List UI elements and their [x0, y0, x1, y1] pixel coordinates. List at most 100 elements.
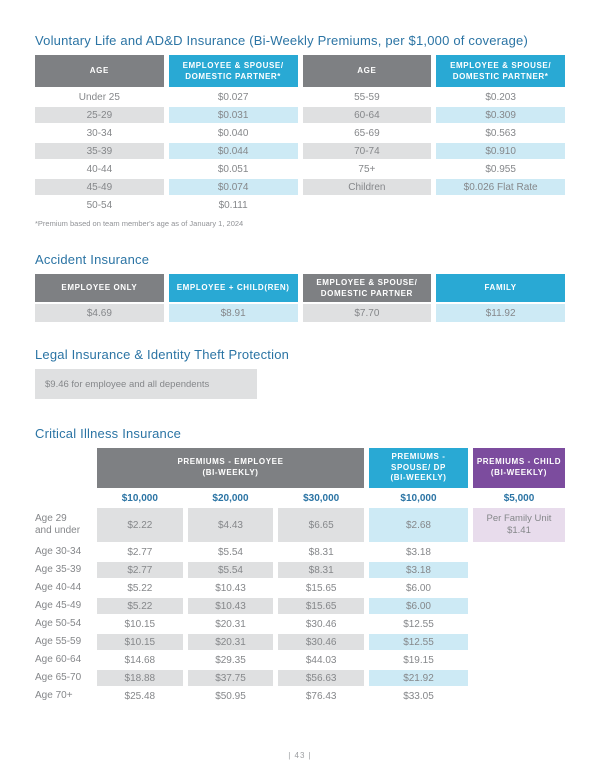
column-header-age-right: AGE [302, 55, 432, 87]
section-title-legal: Legal Insurance & Identity Theft Protect… [35, 347, 290, 362]
table-cell: 30-34 [86, 127, 113, 139]
table-cell: $6.00 [405, 582, 431, 594]
row-label: Age 29 and under [35, 512, 81, 537]
table-cell: $3.18 [368, 562, 468, 578]
table-cell: $10.43 [215, 582, 246, 594]
table-cell: 35-39 [35, 143, 164, 159]
table-cell: $0.074 [168, 179, 298, 195]
table-cell: $0.031 [168, 107, 298, 123]
table-cell: 55-59 [354, 91, 380, 103]
corner-empty-cell [35, 490, 92, 506]
table-cell: 60-64 [302, 107, 432, 123]
table-cell: $0.910 [436, 143, 565, 159]
column-header-employee-spouse-left: EMPLOYEE & SPOUSE/ DOMESTIC PARTNER* [168, 55, 298, 87]
empty-cell [473, 598, 565, 614]
empty-cell [473, 616, 565, 632]
table-cell: $5.54 [217, 546, 243, 558]
accident-insurance-table: EMPLOYEE ONLY EMPLOYEE + CHILD(REN) EMPL… [35, 274, 565, 322]
empty-cell [473, 688, 565, 704]
row-label: Age 45-49 [35, 599, 82, 611]
table-cell: $7.70 [302, 304, 432, 322]
table-cell: $5.22 [127, 582, 153, 594]
table-cell: 70-74 [302, 143, 432, 159]
coverage-amount-header: $5,000 [503, 492, 535, 504]
empty-cell [473, 670, 565, 686]
table-cell: $20.31 [187, 634, 274, 650]
section-title-critical-illness: Critical Illness Insurance [35, 426, 182, 441]
section-title-voluntary-life: Voluntary Life and AD&D Insurance (Bi-We… [35, 33, 528, 48]
group-header-premiums-employee: PREMIUMS - EMPLOYEE (BI-WEEKLY) [97, 448, 364, 488]
table-cell: $0.044 [168, 143, 298, 159]
table-cell: $30.46 [305, 618, 337, 630]
empty-cell [473, 562, 565, 578]
corner-empty-cell [35, 448, 92, 488]
table-cell: $0.026 Flat Rate [436, 179, 565, 195]
column-header-employee-children: EMPLOYEE + CHILD(REN) [168, 274, 298, 302]
table-cell: Children [302, 179, 432, 195]
row-label: Age 55-59 [35, 635, 82, 647]
table-cell-per-family-unit: Per Family Unit $1.41 [472, 508, 565, 542]
table-cell: $0.203 [485, 91, 516, 103]
table-cell: $56.63 [278, 670, 364, 686]
table-cell: $8.31 [308, 546, 334, 558]
column-header-family: FAMILY [436, 274, 565, 302]
column-header-employee-spouse: EMPLOYEE & SPOUSE/ DOMESTIC PARTNER [302, 274, 432, 302]
table-cell: $0.955 [485, 163, 516, 175]
row-label: Age 40-44 [35, 581, 82, 593]
table-cell: 25-29 [35, 107, 164, 123]
table-cell: $8.31 [278, 562, 364, 578]
table-cell: 40-44 [86, 163, 113, 175]
voluntary-life-footnote: *Premium based on team member's age as o… [35, 219, 244, 228]
coverage-amount-header: $10,000 [400, 492, 437, 504]
table-cell: $19.15 [403, 654, 434, 666]
table-cell: 45-49 [35, 179, 164, 195]
table-cell: $15.65 [305, 582, 337, 594]
table-cell: $76.43 [305, 690, 337, 702]
row-label: Age 35-39 [35, 563, 82, 575]
table-cell: $0.040 [217, 127, 249, 139]
column-header-employee-only: EMPLOYEE ONLY [35, 274, 164, 302]
table-cell: $0.563 [485, 127, 516, 139]
table-cell: $21.92 [368, 670, 468, 686]
section-title-accident: Accident Insurance [35, 252, 150, 267]
table-cell: $2.77 [97, 562, 183, 578]
table-cell: $10.43 [187, 598, 274, 614]
table-cell: $50.95 [215, 690, 246, 702]
table-cell: $0.309 [436, 107, 565, 123]
table-cell: $29.35 [215, 654, 246, 666]
table-cell: $6.65 [278, 508, 364, 542]
table-cell: $5.22 [97, 598, 183, 614]
empty-cell [473, 634, 565, 650]
column-header-employee-spouse-right: EMPLOYEE & SPOUSE/ DOMESTIC PARTNER* [436, 55, 565, 87]
table-cell: $4.69 [35, 304, 164, 322]
table-cell: $33.05 [403, 690, 434, 702]
legal-insurance-rate-box: $9.46 for employee and all dependents [35, 369, 257, 399]
table-cell: $2.22 [97, 508, 183, 542]
coverage-amount-header: $30,000 [303, 492, 340, 504]
table-cell: Under 25 [78, 91, 120, 103]
table-cell: $4.43 [187, 508, 274, 542]
table-cell: $12.55 [368, 634, 468, 650]
table-cell: $3.18 [405, 546, 431, 558]
page-content: Voluntary Life and AD&D Insurance (Bi-We… [35, 33, 565, 704]
table-cell: $2.77 [127, 546, 153, 558]
table-cell: $18.88 [97, 670, 183, 686]
table-cell: $0.027 [217, 91, 249, 103]
table-cell: $6.00 [368, 598, 468, 614]
empty-cell [436, 197, 565, 213]
table-cell: $20.31 [215, 618, 246, 630]
table-cell: $10.15 [124, 618, 156, 630]
column-header-age-left: AGE [35, 55, 164, 87]
empty-cell [473, 652, 565, 668]
empty-cell [473, 544, 565, 560]
row-label: Age 60-64 [35, 653, 82, 665]
table-cell: $15.65 [278, 598, 364, 614]
row-label: Age 65-70 [35, 671, 82, 683]
table-cell: 75+ [358, 163, 376, 175]
table-cell: 65-69 [354, 127, 380, 139]
table-cell: $12.55 [403, 618, 434, 630]
legal-insurance-rate-text: $9.46 for employee and all dependents [45, 378, 210, 390]
table-cell: $10.15 [97, 634, 183, 650]
table-cell: $0.051 [217, 163, 249, 175]
